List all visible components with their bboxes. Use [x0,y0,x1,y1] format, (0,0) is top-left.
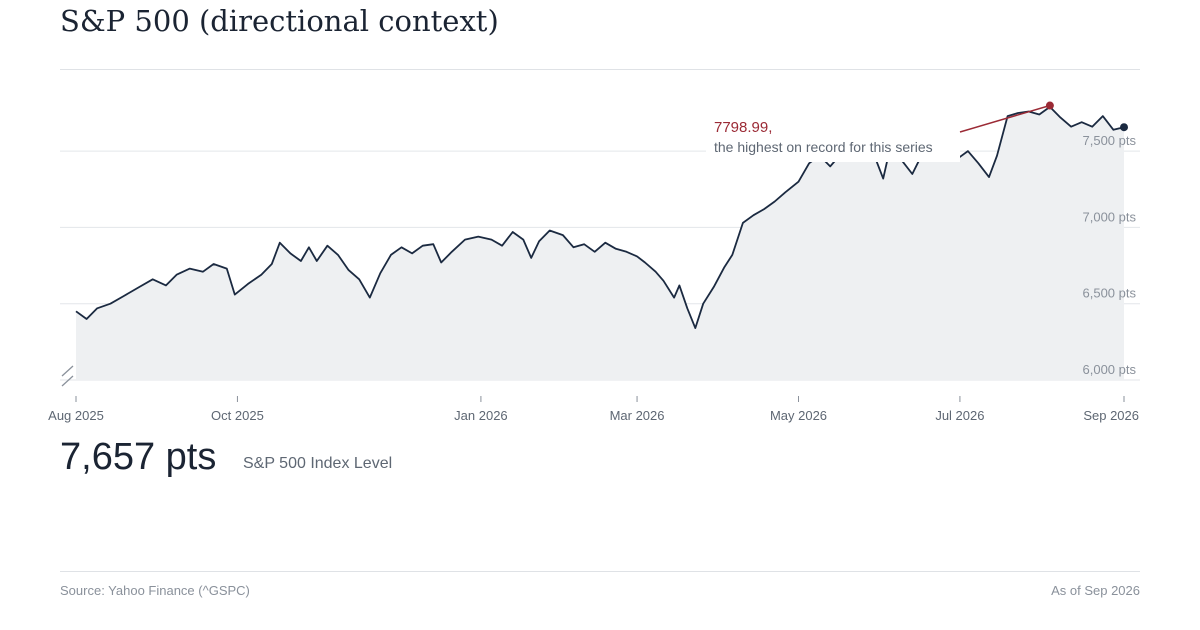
chart-title: S&P 500 (directional context) [60,4,499,38]
sp500-area-chart: 6,000 pts 6,500 pts 7,000 pts 7,500 pts Aug… [48,101,1140,423]
x-tick-label: Jan 2026 [454,408,508,423]
y-axis-labels: 6,000 pts 6,500 pts 7,000 pts 7,500 pts [1083,133,1137,377]
last-value-point [1120,123,1128,132]
current-value-label: S&P 500 Index Level [243,455,393,472]
annotation-background [706,110,960,162]
x-tick-label: Mar 2026 [610,408,665,423]
bottom-divider [60,571,1140,572]
source-note: Source: Yahoo Finance (^GSPC) [60,583,250,598]
y-tick-label: 6,500 pts [1083,286,1137,301]
x-tick-label: Jul 2026 [935,408,984,423]
x-tick-label: Sep 2026 [1083,408,1139,423]
current-value: 7,657 pts [60,436,217,478]
annotation-value: 7798.99, [714,119,772,136]
y-tick-label: 7,000 pts [1083,209,1137,224]
y-tick-label: 7,500 pts [1083,133,1137,148]
axis-break-stroke [61,365,74,377]
x-tick-label: May 2026 [770,408,827,423]
annotation-text: the highest on record for this series [714,139,933,155]
axis-break-stroke [61,375,74,387]
annotation-leader-line [959,104,1051,133]
series-area [76,106,1124,381]
y-tick-label: 6,000 pts [1083,362,1137,377]
x-axis: Aug 2025 Oct 2025 Jan 2026 Mar 2026 May 2026… [48,396,1139,423]
top-divider [60,69,1140,70]
as-of-note: As of Sep 2026 [1051,583,1140,598]
axis-break-icon [61,365,74,387]
annotation: 7798.99, the highest on record for this … [706,101,1054,162]
annotation-peak-point [1045,101,1054,110]
x-tick-label: Aug 2025 [48,408,104,423]
x-tick-label: Oct 2025 [211,408,264,423]
